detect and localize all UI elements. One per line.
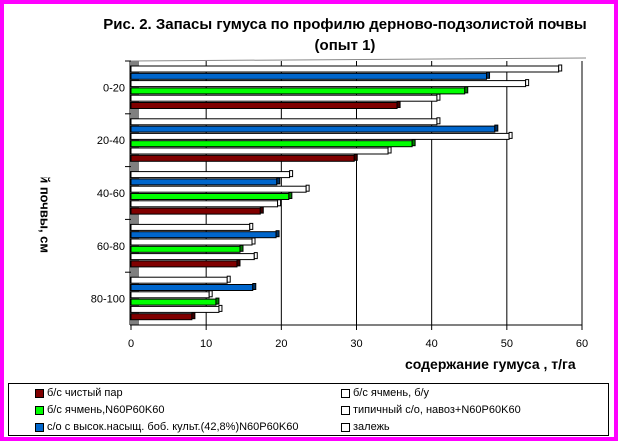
bar xyxy=(130,140,413,148)
bar-end-cap xyxy=(436,93,441,101)
legend-label: б/с чистый пар xyxy=(47,387,123,399)
bar-end-cap xyxy=(494,124,499,132)
bar-end-cap xyxy=(252,283,257,290)
bar-end-cap xyxy=(288,192,293,199)
x-tick-label: 50 xyxy=(501,338,513,350)
x-tick-label: 20 xyxy=(275,338,287,350)
y-tick-label: 80-100 xyxy=(91,294,125,306)
bar-end-cap xyxy=(486,71,491,79)
bar xyxy=(130,276,228,284)
bar-end-cap xyxy=(558,64,563,72)
bar xyxy=(130,185,307,193)
legend-swatch xyxy=(35,388,44,398)
legend-item: типичный с/о, навоз+N60P60K60 xyxy=(341,404,521,416)
bar-end-cap xyxy=(508,131,513,139)
legend-item: с/о с высок.насыщ. боб. культ.(42,8%)N60… xyxy=(35,421,298,433)
x-tick-label: 10 xyxy=(200,338,212,350)
y-tick-label: 0-20 xyxy=(103,82,125,94)
bar-end-cap xyxy=(289,170,294,178)
bar xyxy=(130,72,488,80)
bar-end-cap xyxy=(353,153,358,161)
bar xyxy=(130,147,389,155)
bar-end-cap xyxy=(464,86,469,94)
legend-item: б/с ячмень,N60P60K60 xyxy=(35,404,164,416)
plot-top-edge xyxy=(130,57,587,62)
bar xyxy=(130,193,290,200)
bar-end-cap xyxy=(411,139,416,147)
legend-label: б/с ячмень, б/у xyxy=(353,387,430,399)
bar-end-cap xyxy=(396,101,401,108)
bar-end-cap xyxy=(525,79,530,87)
bar-end-cap xyxy=(275,230,280,238)
bar xyxy=(130,154,355,162)
bar-end-cap xyxy=(276,177,281,185)
bar xyxy=(130,207,261,215)
chart-title: Рис. 2. Запасы гумуса по профилю дерново… xyxy=(100,14,590,56)
bar xyxy=(130,291,210,299)
bar-end-cap xyxy=(253,252,258,260)
bar xyxy=(130,178,278,186)
legend-swatch xyxy=(341,388,350,398)
x-tick-label: 60 xyxy=(576,338,588,350)
bar xyxy=(130,305,220,313)
bar xyxy=(130,125,496,133)
y-tick-label: 40-60 xyxy=(97,188,125,200)
legend-item: б/с чистый пар xyxy=(35,387,123,399)
bar xyxy=(130,260,238,268)
x-tick-label: 0 xyxy=(128,338,134,350)
legend-swatch xyxy=(35,422,44,432)
y-tick-label: 60-80 xyxy=(97,241,125,253)
legend-item: б/с ячмень, б/у xyxy=(341,387,429,399)
x-axis-label: содержание гумуса , т/га xyxy=(405,356,576,372)
legend-label: залежь xyxy=(353,421,390,433)
bar xyxy=(130,313,193,321)
bar xyxy=(130,171,291,179)
title-line-1: Рис. 2. Запасы гумуса по профилю дерново… xyxy=(103,16,587,33)
bar-end-cap xyxy=(191,312,196,320)
y-tick-label: 20-40 xyxy=(97,135,125,147)
title-line-2: (опыт 1) xyxy=(314,37,376,54)
legend-swatch xyxy=(341,422,350,432)
bar xyxy=(130,65,560,73)
legend-swatch xyxy=(35,405,44,415)
legend-label: с/о с высок.насыщ. боб. культ.(42,8%)N60… xyxy=(47,421,299,433)
bar xyxy=(130,284,254,291)
bar-end-cap xyxy=(251,237,256,245)
legend-item: залежь xyxy=(341,421,390,433)
bar xyxy=(130,231,277,239)
bar-end-cap xyxy=(208,290,213,298)
bar-end-cap xyxy=(305,184,310,192)
bar-end-cap xyxy=(277,199,282,207)
bar-end-cap xyxy=(436,117,441,125)
legend-label: типичный с/о, навоз+N60P60K60 xyxy=(353,404,521,416)
bar-end-cap xyxy=(249,222,254,230)
bar xyxy=(130,80,527,88)
bar xyxy=(130,223,251,231)
x-tick-label: 30 xyxy=(350,338,362,350)
bar xyxy=(130,245,241,253)
bar xyxy=(130,102,398,109)
bar-end-cap xyxy=(218,304,223,312)
legend: б/с чистый пар б/с ячмень,N60P60K60 с/о … xyxy=(8,383,609,436)
bar xyxy=(130,200,279,208)
bar-end-cap xyxy=(226,275,231,283)
legend-swatch xyxy=(341,405,350,415)
bar-end-cap xyxy=(215,297,220,305)
bar xyxy=(130,238,253,246)
x-tick-label: 40 xyxy=(426,338,438,350)
legend-label: б/с ячмень,N60P60K60 xyxy=(47,404,165,416)
bar-end-cap xyxy=(387,146,392,154)
bar-end-cap xyxy=(239,244,244,252)
bar xyxy=(130,118,438,126)
bar-end-cap xyxy=(236,259,241,267)
bar xyxy=(130,253,255,261)
bar xyxy=(130,87,466,95)
bar xyxy=(130,132,510,140)
bar xyxy=(130,298,217,306)
bar-end-cap xyxy=(259,206,264,214)
bar xyxy=(130,94,438,102)
